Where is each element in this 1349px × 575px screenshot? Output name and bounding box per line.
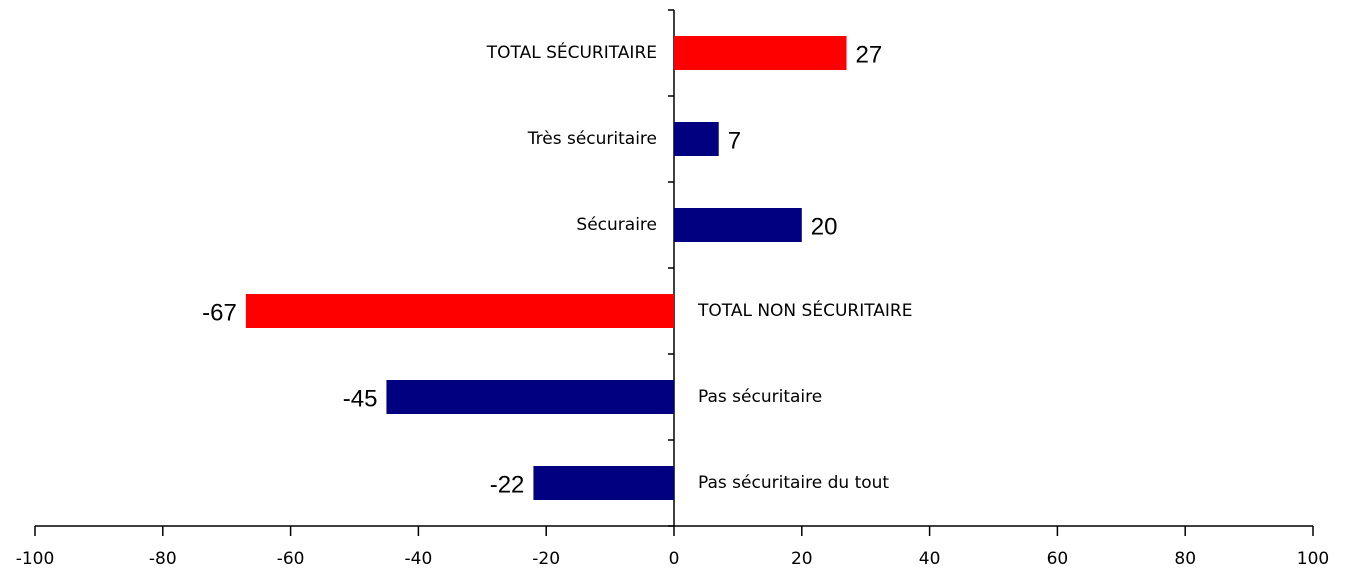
- x-tick-label: 40: [919, 549, 941, 569]
- value-label: -45: [343, 385, 378, 412]
- value-label: 7: [728, 127, 741, 154]
- x-tick-label: -40: [405, 549, 433, 569]
- category-label: Pas sécuritaire du tout: [698, 473, 889, 493]
- bar: [674, 122, 719, 156]
- bar: [245, 294, 674, 328]
- x-tick-label: 20: [791, 549, 813, 569]
- bar: [674, 36, 847, 70]
- category-label: Très sécuritaire: [527, 129, 657, 149]
- x-tick-label: 100: [1297, 549, 1329, 569]
- category-label: TOTAL NON SÉCURITAIRE: [697, 299, 912, 321]
- value-label: 20: [811, 213, 838, 240]
- x-tick-label: 80: [1174, 549, 1196, 569]
- bar: [533, 466, 674, 500]
- value-label: -22: [490, 471, 525, 498]
- x-tick-label: -60: [277, 549, 305, 569]
- value-label: -67: [202, 299, 237, 326]
- bar: [386, 380, 674, 414]
- category-label: TOTAL SÉCURITAIRE: [486, 41, 657, 63]
- x-tick-label: -100: [16, 549, 55, 569]
- category-label: Pas sécuritaire: [698, 387, 822, 407]
- x-tick-label: -80: [149, 549, 177, 569]
- value-label: 27: [856, 41, 883, 68]
- x-tick-label: 60: [1047, 549, 1069, 569]
- bar: [674, 208, 802, 242]
- category-label: Sécuraire: [576, 215, 657, 235]
- x-tick-label: 0: [669, 549, 680, 569]
- x-tick-label: -20: [532, 549, 560, 569]
